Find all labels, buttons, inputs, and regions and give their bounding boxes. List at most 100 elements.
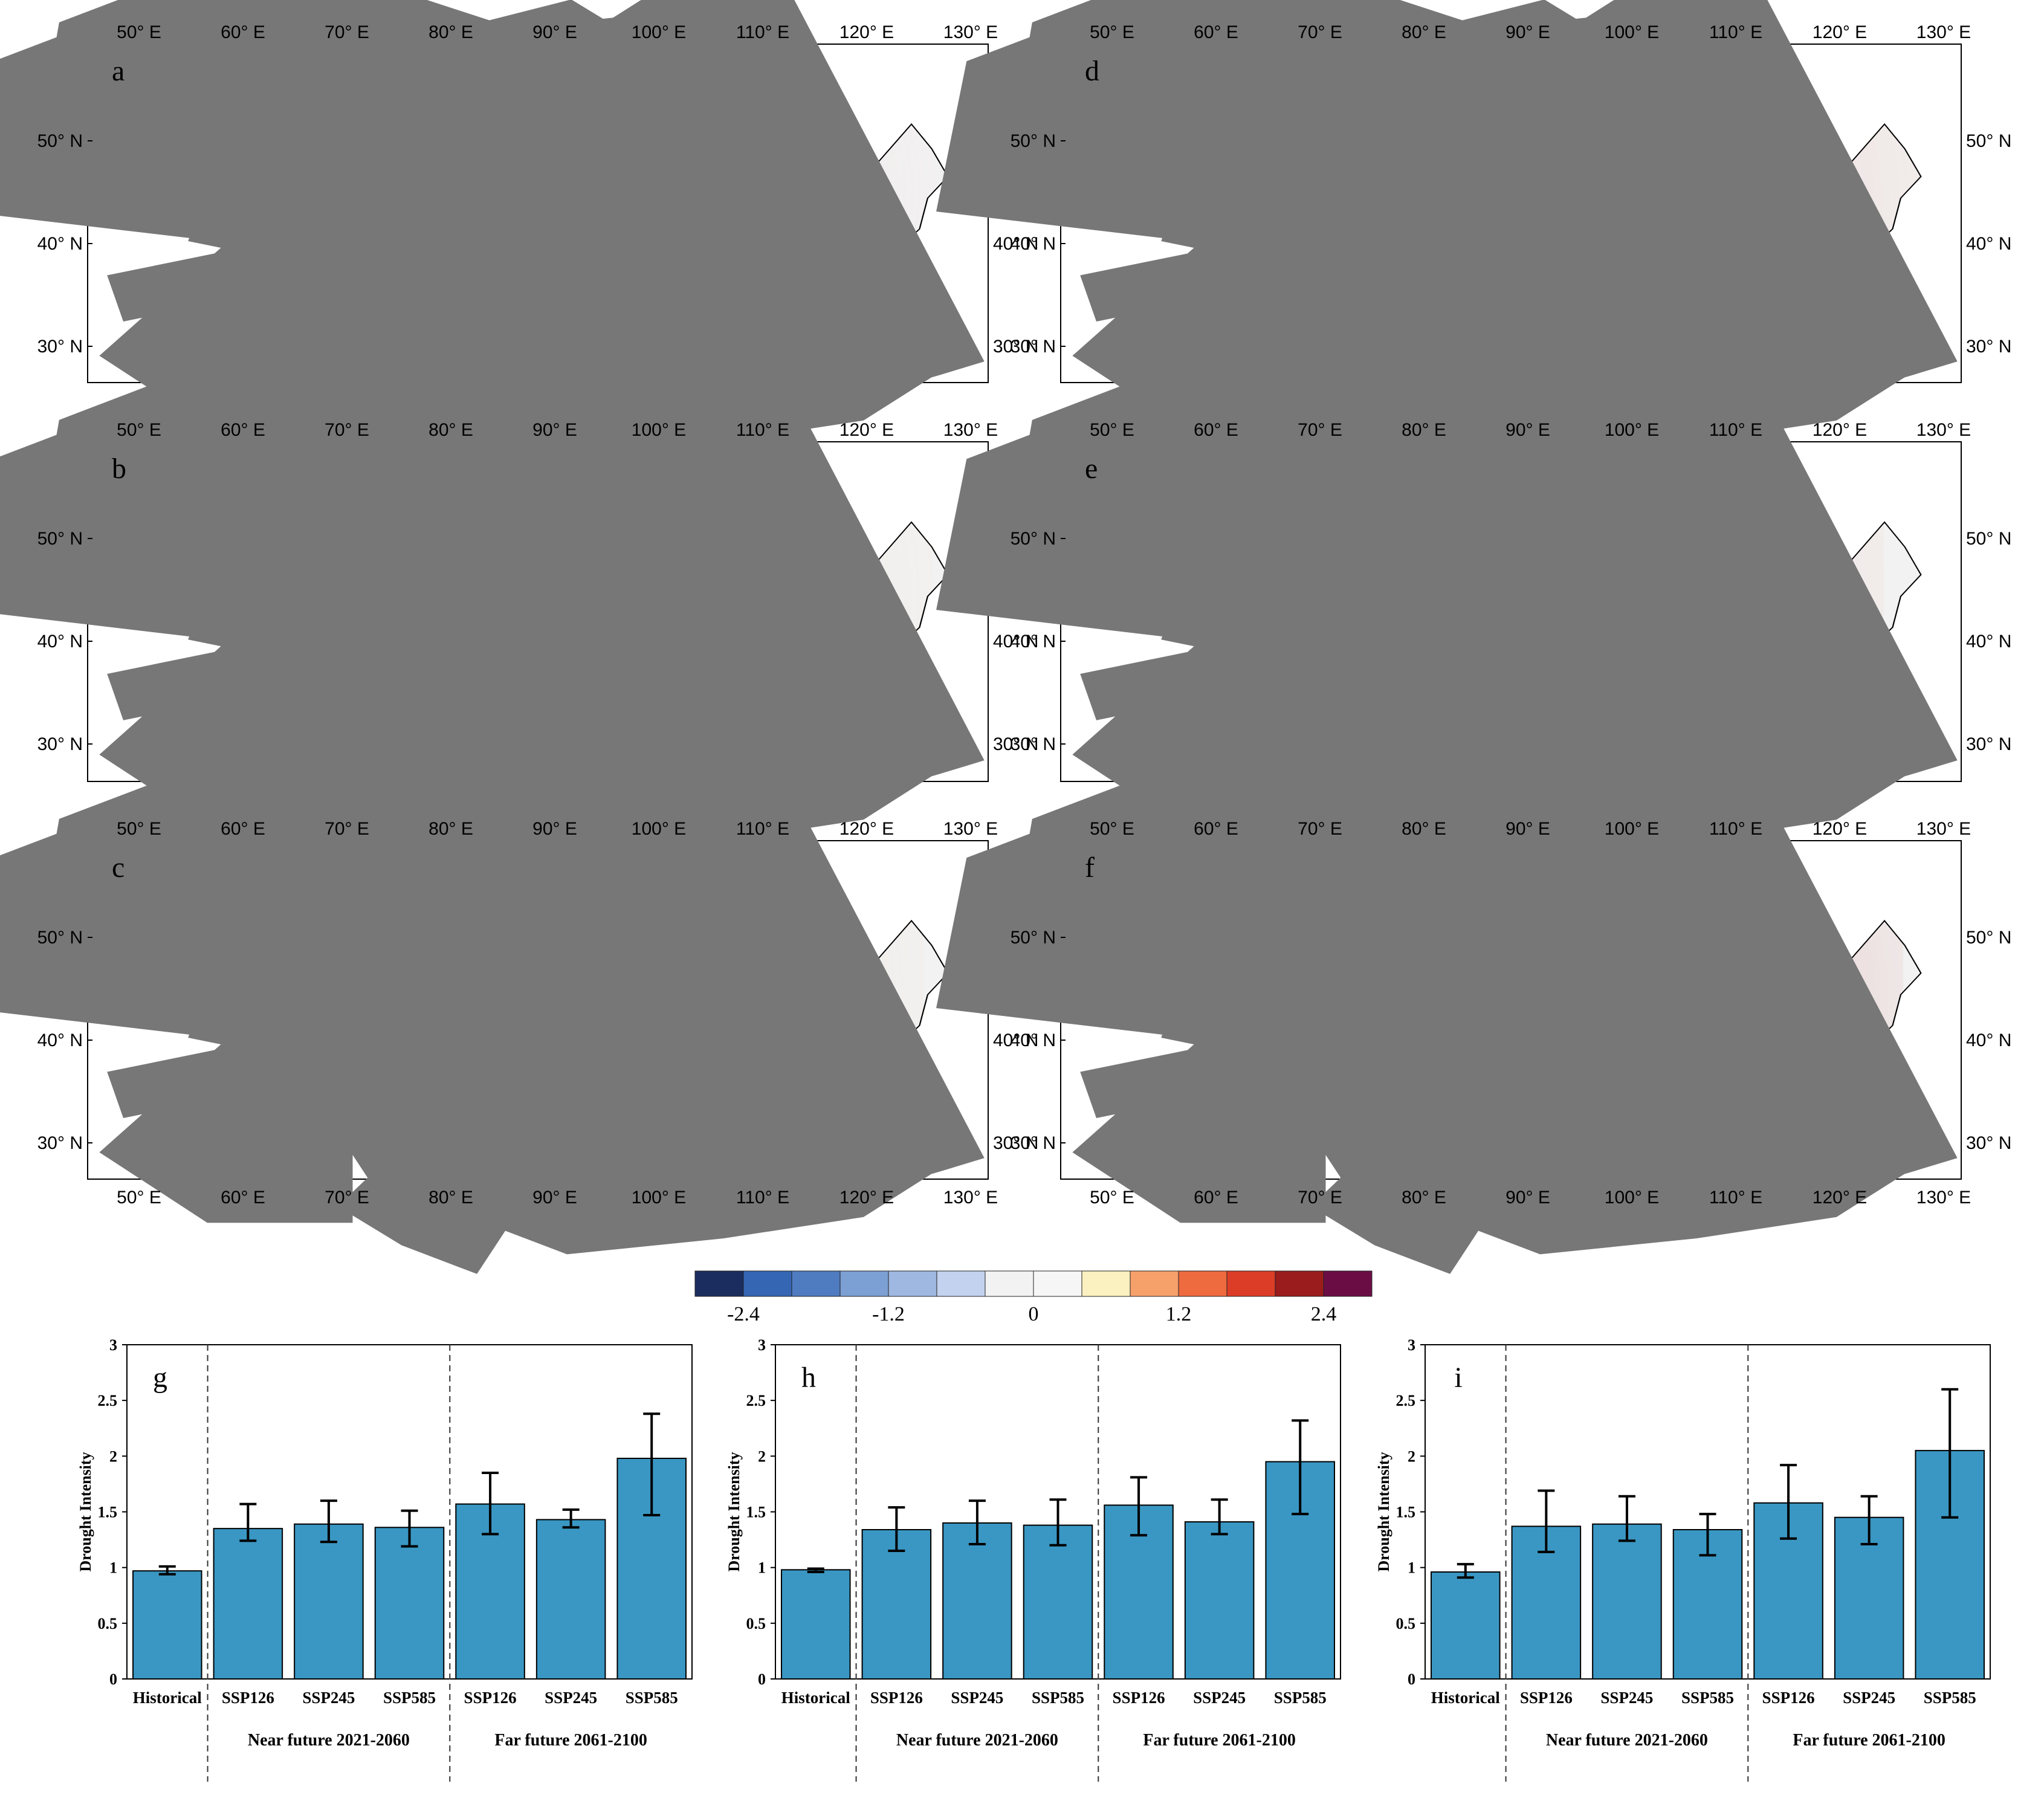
lat-tick-label-left: 40° N <box>1011 632 1056 652</box>
lat-tick-label-left: 50° N <box>37 928 83 948</box>
y-tick-label: 2.5 <box>746 1392 766 1409</box>
lon-tick-label-top: 60° E <box>1194 420 1238 440</box>
lon-tick-label-top: 130° E <box>943 819 998 839</box>
lat-tick-label-right: 30° N <box>1966 337 2011 357</box>
bar <box>942 1522 1012 1680</box>
lon-tick-label-top: 80° E <box>429 819 473 839</box>
colorbar-segment <box>888 1270 937 1297</box>
lat-tick-label-right: 30° N <box>993 1133 1038 1153</box>
lon-tick-label-top: 70° E <box>325 420 369 440</box>
panel-label: h <box>801 1362 816 1394</box>
lon-tick-label-top: 100° E <box>632 22 686 42</box>
border-line <box>188 396 752 877</box>
drought-region <box>0 847 980 1155</box>
lon-tick-label-top: 130° E <box>943 420 998 440</box>
lat-tick-label-left: 40° N <box>37 632 83 652</box>
category-label: Historical <box>133 1689 202 1707</box>
lon-tick-label-top: 120° E <box>1813 420 1867 440</box>
category-label: SSP585 <box>383 1689 436 1707</box>
lon-tick-label-top: 50° E <box>1090 22 1134 42</box>
country-borders <box>936 0 1958 477</box>
bar <box>1592 1523 1662 1680</box>
colorbar-segment <box>791 1270 841 1297</box>
category-label: SSP245 <box>951 1689 1003 1707</box>
lat-tick-label-right: 40° N <box>993 234 1038 254</box>
panel-label: c <box>112 852 125 884</box>
y-tick-label: 0 <box>1408 1670 1415 1688</box>
lat-tick-label-left: 30° N <box>37 734 83 754</box>
drought-region <box>1103 847 1953 1155</box>
lon-tick-label-top: 130° E <box>1916 22 1971 42</box>
map-panel-b: b 50° E 60° E 70° E 80° E 90° E 100° E 110° E 12… <box>0 396 1039 877</box>
lat-tick-label-left: 30° N <box>1011 337 1056 357</box>
lon-tick-label-top: 90° E <box>1506 819 1550 839</box>
colorbar-segment <box>1178 1270 1227 1297</box>
y-tick-label: 1 <box>758 1559 766 1577</box>
colorbar-segment <box>985 1270 1034 1297</box>
y-tick-label: 1 <box>1408 1559 1415 1577</box>
panel-label: a <box>112 55 125 87</box>
border-line <box>1161 0 1725 477</box>
lon-tick-label-bottom: 70° E <box>325 1188 369 1208</box>
lon-tick-label-top: 50° E <box>117 22 161 42</box>
y-tick-label: 2 <box>109 1447 117 1465</box>
panel-label: b <box>112 453 126 485</box>
lon-tick-label-top: 100° E <box>1605 22 1659 42</box>
lon-tick-label-top: 60° E <box>1194 22 1238 42</box>
country-borders <box>0 0 985 477</box>
lon-tick-label-top: 110° E <box>736 420 789 440</box>
category-label: SSP126 <box>1113 1689 1165 1707</box>
lon-tick-label-top: 110° E <box>736 22 789 42</box>
category-label: SSP245 <box>545 1689 597 1707</box>
category-label: SSP585 <box>1681 1689 1734 1707</box>
category-label: SSP126 <box>464 1689 517 1707</box>
lon-tick-label-bottom: 80° E <box>1402 1188 1446 1208</box>
lon-tick-label-top: 70° E <box>1298 819 1342 839</box>
lon-tick-label-bottom: 130° E <box>1916 1188 1971 1208</box>
lat-tick-label-left: 30° N <box>1011 1133 1056 1153</box>
category-label: SSP585 <box>1274 1689 1327 1707</box>
lat-tick-label-left: 40° N <box>37 1030 83 1050</box>
y-tick-label: 1 <box>109 1559 117 1577</box>
colorbar-segment <box>694 1270 744 1297</box>
map-panel-a: a 50° E 60° E 70° E 80° E 90° E 100° E 110° E 12… <box>0 0 1039 477</box>
panel-label: i <box>1454 1362 1462 1394</box>
lon-tick-label-top: 130° E <box>1916 420 1971 440</box>
y-axis-label: Drought Intensity <box>77 1452 94 1571</box>
category-label: SSP245 <box>302 1689 355 1707</box>
y-axis-label: Drought Intensity <box>1375 1452 1392 1571</box>
bar <box>294 1523 364 1680</box>
lat-tick-label-left: 50° N <box>1011 131 1056 151</box>
lon-tick-label-top: 70° E <box>1298 420 1342 440</box>
y-tick-label: 3 <box>1408 1336 1415 1354</box>
lat-tick-label-right: 40° N <box>993 1030 1038 1050</box>
lon-tick-label-bottom: 110° E <box>736 1188 789 1208</box>
colorbar-segment <box>743 1270 792 1297</box>
panel-label: g <box>153 1362 167 1394</box>
lat-tick-label-right: 30° N <box>993 337 1038 357</box>
lon-tick-label-top: 100° E <box>632 819 686 839</box>
lon-tick-label-top: 120° E <box>839 819 894 839</box>
lon-tick-label-top: 60° E <box>221 22 265 42</box>
colorbar-segment <box>1081 1270 1131 1297</box>
lat-tick-label-right: 40° N <box>1966 1030 2011 1050</box>
map-panel-c: c 50° E 50° E 60° E 60° E 70° E 70° E 80° E 80° … <box>0 819 1039 1208</box>
y-tick-label: 1.5 <box>98 1504 118 1521</box>
lon-tick-label-bottom: 80° E <box>429 1188 473 1208</box>
category-label: SSP245 <box>1193 1689 1246 1707</box>
bar <box>374 1527 445 1680</box>
bar-panel-g: 0 0.5 1 1.5 2 2.5 3 Drought Intensity g Historica… <box>77 1336 693 1782</box>
bar <box>1431 1571 1501 1680</box>
lon-tick-label-bottom: 60° E <box>1194 1188 1238 1208</box>
bar-panel-i: 0 0.5 1 1.5 2 2.5 3 Drought Intensity i Historica… <box>1375 1336 1991 1782</box>
lat-tick-label-left: 30° N <box>37 337 83 357</box>
lon-tick-label-top: 110° E <box>736 819 789 839</box>
map-panels: a 50° E 60° E 70° E 80° E 90° E 100° E 110° E 12… <box>0 0 2012 1208</box>
lon-tick-label-top: 90° E <box>1506 420 1550 440</box>
y-tick-label: 0.5 <box>98 1615 118 1632</box>
y-tick-label: 0 <box>758 1670 766 1688</box>
colorbar-tick-label: -1.2 <box>872 1303 905 1325</box>
y-tick-label: 0.5 <box>746 1615 766 1632</box>
lon-tick-label-top: 90° E <box>532 22 577 42</box>
